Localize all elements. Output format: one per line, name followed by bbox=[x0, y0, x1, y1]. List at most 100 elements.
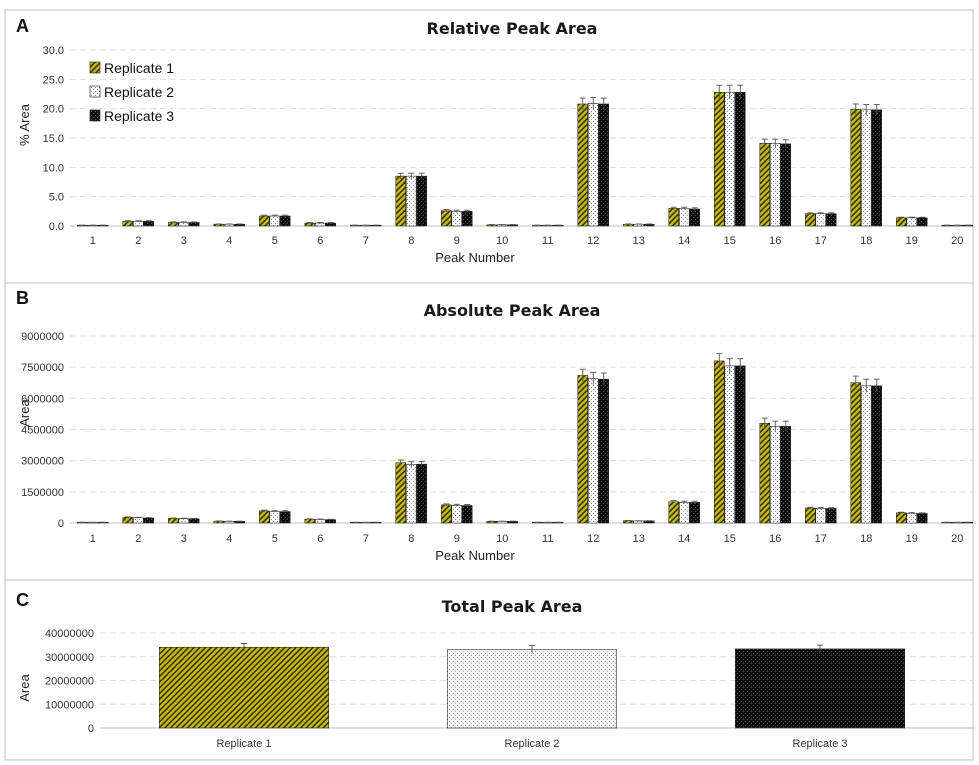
y-tick-label: 10000000 bbox=[45, 699, 94, 711]
bar bbox=[906, 512, 917, 524]
bar bbox=[668, 208, 679, 227]
x-tick-label: 2 bbox=[135, 533, 141, 545]
x-tick-label: 20 bbox=[951, 533, 963, 545]
bar bbox=[258, 215, 270, 227]
y-tick-label: 0 bbox=[88, 723, 94, 735]
bar bbox=[668, 501, 679, 524]
x-tick-label: 19 bbox=[906, 235, 918, 247]
bar bbox=[224, 521, 235, 524]
bar bbox=[734, 91, 746, 227]
x-tick-label: 10 bbox=[496, 533, 508, 545]
bar bbox=[916, 513, 928, 524]
bar bbox=[825, 508, 837, 524]
panel-b-x-axis-title: Peak Number bbox=[435, 548, 515, 563]
bar bbox=[258, 510, 270, 524]
bar bbox=[507, 521, 518, 524]
bar bbox=[451, 211, 462, 227]
bar bbox=[304, 518, 315, 524]
x-tick-label: 17 bbox=[815, 235, 827, 247]
x-tick-label: Replicate 1 bbox=[216, 738, 271, 750]
bar bbox=[633, 520, 644, 524]
bar bbox=[122, 517, 134, 524]
bar bbox=[587, 103, 599, 227]
bar bbox=[269, 511, 280, 524]
legend-label-replicate-2: Replicate 2 bbox=[104, 84, 174, 100]
legend: Replicate 1 Replicate 2 Replicate 3 bbox=[89, 60, 174, 124]
x-tick-label: 9 bbox=[454, 533, 460, 545]
bar bbox=[587, 378, 599, 524]
bar bbox=[143, 517, 155, 524]
x-tick-label: 10 bbox=[496, 235, 508, 247]
legend-label-replicate-1: Replicate 1 bbox=[104, 60, 174, 76]
bar bbox=[871, 109, 882, 227]
panel-a-plot: 0.05.010.015.020.025.030.01 2 3 4 5 6 7 8 9 10 11 1… bbox=[43, 45, 975, 247]
bar bbox=[804, 213, 816, 227]
bar bbox=[446, 649, 617, 729]
legend-swatch-replicate-1 bbox=[89, 61, 101, 74]
x-tick-label: 12 bbox=[587, 533, 599, 545]
x-tick-label: 5 bbox=[272, 533, 278, 545]
panel-c-label: C bbox=[16, 590, 29, 610]
legend-label-replicate-3: Replicate 3 bbox=[104, 108, 174, 124]
y-tick-label: 25.0 bbox=[43, 74, 64, 86]
y-tick-label: 20.0 bbox=[43, 104, 64, 116]
bar bbox=[916, 217, 928, 227]
panel-c-plot: 0 10000000 20000000 30000000 40000000 Replica… bbox=[45, 628, 975, 750]
bar bbox=[133, 221, 144, 227]
x-tick-label: 8 bbox=[408, 533, 414, 545]
bar bbox=[734, 365, 746, 524]
panel-a-y-axis-title: % Area bbox=[17, 103, 32, 146]
panel-b-label: B bbox=[16, 288, 29, 308]
panel-c-title: Total Peak Area bbox=[442, 597, 583, 616]
bar bbox=[724, 365, 735, 524]
x-tick-label: 15 bbox=[724, 533, 736, 545]
x-tick-label: 14 bbox=[678, 533, 690, 545]
bar bbox=[279, 511, 291, 524]
y-tick-label: 4500000 bbox=[21, 425, 64, 437]
x-tick-label: 5 bbox=[272, 235, 278, 247]
x-tick-label: 2 bbox=[135, 235, 141, 247]
bar bbox=[440, 210, 452, 227]
bar bbox=[724, 91, 735, 227]
y-tick-label: 1500000 bbox=[21, 487, 64, 499]
bar bbox=[496, 521, 508, 524]
bar bbox=[713, 91, 725, 227]
y-tick-label: 0 bbox=[58, 518, 64, 530]
x-tick-label: Replicate 2 bbox=[504, 738, 559, 750]
bar bbox=[860, 109, 872, 227]
panel-b-y-axis-title: Area bbox=[17, 399, 32, 427]
bar bbox=[213, 520, 225, 524]
bar bbox=[860, 385, 872, 524]
bar bbox=[850, 382, 861, 524]
x-tick-label: 16 bbox=[769, 533, 781, 545]
bar bbox=[168, 518, 179, 524]
bar bbox=[440, 504, 452, 524]
bar bbox=[689, 502, 700, 524]
panel-a-frame bbox=[4, 9, 974, 284]
bar bbox=[461, 211, 473, 227]
x-tick-label: 4 bbox=[226, 235, 232, 247]
x-tick-label: 13 bbox=[633, 533, 645, 545]
bar bbox=[780, 143, 791, 227]
bar bbox=[143, 221, 155, 227]
y-tick-label: 40000000 bbox=[45, 628, 94, 640]
x-tick-label: 3 bbox=[181, 235, 187, 247]
x-tick-label: 12 bbox=[587, 235, 599, 247]
x-tick-label: 1 bbox=[90, 235, 96, 247]
panel-a-label: A bbox=[16, 16, 29, 36]
x-tick-label: 7 bbox=[363, 533, 369, 545]
bar bbox=[769, 142, 781, 227]
bar bbox=[416, 175, 427, 227]
y-tick-label: 0.0 bbox=[49, 221, 64, 233]
x-tick-label: 11 bbox=[542, 533, 553, 545]
panel-c-y-axis-title: Area bbox=[17, 674, 32, 702]
y-tick-label: 10.0 bbox=[43, 162, 64, 174]
legend-swatch-replicate-2 bbox=[89, 85, 101, 98]
x-tick-label: 16 bbox=[769, 235, 781, 247]
bar bbox=[598, 103, 609, 227]
bar bbox=[850, 108, 861, 227]
x-tick-label: 20 bbox=[951, 235, 963, 247]
x-tick-label: 8 bbox=[408, 235, 414, 247]
y-tick-label: 7500000 bbox=[21, 362, 64, 374]
y-tick-label: 9000000 bbox=[21, 331, 64, 343]
